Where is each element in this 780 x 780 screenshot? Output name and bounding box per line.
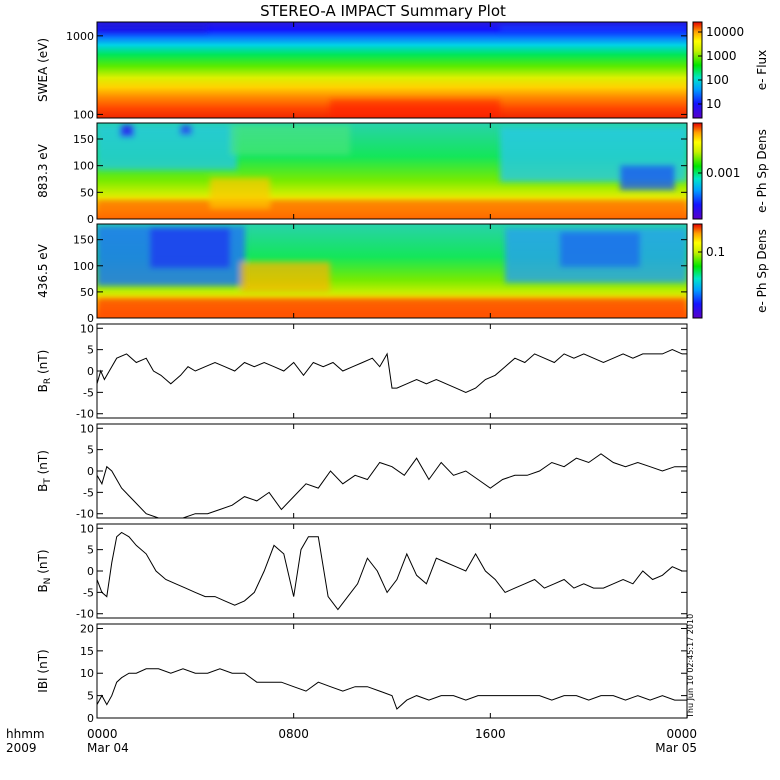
y-tick-label: 150 <box>73 234 94 247</box>
series-line-6 <box>96 668 687 710</box>
y-tick-label: -10 <box>76 608 94 621</box>
colorbars <box>692 21 703 319</box>
y-tick-label: 0 <box>87 213 94 226</box>
y-tick-label: 20 <box>80 622 94 635</box>
year-label: 2009 <box>6 741 37 755</box>
y-tick-label: 10 <box>80 667 94 680</box>
colorbar-label: e- Ph Sp Dens <box>755 229 769 313</box>
colorbar-tick-label: 0.001 <box>706 166 740 180</box>
panel-frame <box>96 523 688 619</box>
y-tick-label: -5 <box>83 586 94 599</box>
y-tick-label: 100 <box>73 160 94 173</box>
panel-frame <box>96 423 688 519</box>
y-axis-label: BN (nT) <box>36 549 53 592</box>
y-tick-label: 10 <box>80 522 94 535</box>
panel-frame <box>96 223 688 319</box>
y-tick-label: 50 <box>80 286 94 299</box>
y-tick-label: 0 <box>87 365 94 378</box>
series-line-5 <box>96 531 687 611</box>
panel-frame <box>96 21 688 119</box>
colorbar-436 <box>692 223 703 319</box>
time-tick-label: 0000 <box>87 727 118 741</box>
y-tick-label: -5 <box>83 486 94 499</box>
colorbar-tick-label: 10000 <box>706 25 744 39</box>
colorbar-label: e- Flux <box>755 50 769 90</box>
panel-0: 100 1000 SWEA (eV) 10 100 1000 10000 e- Flux <box>36 21 769 121</box>
y-tick-label: 100 <box>73 260 94 273</box>
panel-4: -10 -5 0 5 10 BT (nT) <box>36 422 688 521</box>
y-tick-label: 1000 <box>66 30 94 43</box>
colorbar-tick-label: 100 <box>706 73 729 87</box>
series-line-3 <box>96 349 687 393</box>
y-tick-label: 5 <box>87 544 94 557</box>
panel-frame <box>96 323 688 419</box>
timestamp-stamp: Thu Jun 10 02:45:17 2010 <box>686 614 695 719</box>
y-tick-label: 5 <box>87 344 94 357</box>
colorbar-883 <box>692 122 703 220</box>
panel-frame <box>96 623 688 719</box>
time-units-label: hhmm <box>6 727 45 741</box>
panel-6: 0 5 10 15 20 IBI (nT) <box>36 622 688 725</box>
y-axis-label: BT (nT) <box>36 450 53 492</box>
y-tick-label: 150 <box>73 133 94 146</box>
y-tick-label: 15 <box>80 645 94 658</box>
colorbar-tick-label: 10 <box>706 97 721 111</box>
y-tick-label: 0 <box>87 712 94 725</box>
plot-title: STEREO-A IMPACT Summary Plot <box>260 2 506 20</box>
y-axis-label: 436.5 eV <box>36 243 50 298</box>
y-tick-label: -10 <box>76 508 94 521</box>
colorbar-flux <box>692 21 703 119</box>
y-tick-label: 10 <box>80 322 94 335</box>
y-tick-label: 10 <box>80 422 94 435</box>
y-tick-label: -5 <box>83 386 94 399</box>
y-tick-label: 0 <box>87 565 94 578</box>
y-axis-label: IBI (nT) <box>36 649 50 692</box>
series-line-4 <box>96 453 687 519</box>
y-tick-label: 100 <box>73 108 94 121</box>
y-tick-label: 5 <box>87 690 94 703</box>
y-axis-label: BR (nT) <box>36 350 53 393</box>
colorbar-tick-label: 1000 <box>706 49 737 63</box>
swea-heatmap <box>97 22 687 118</box>
y-axis-label: SWEA (eV) <box>36 38 50 102</box>
colorbar-label: e- Ph Sp Dens <box>755 129 769 213</box>
panel-3: -10 -5 0 5 10 BR (nT) <box>36 322 688 421</box>
time-tick-label: 0800 <box>278 727 309 741</box>
y-axis-label: 883.3 eV <box>36 143 50 198</box>
time-tick-date: Mar 04 <box>87 741 129 755</box>
panel-2: 0 50 100 150 436.5 eV 0.1 e- Ph Sp Dens <box>36 223 769 325</box>
y-tick-label: 50 <box>80 186 94 199</box>
panel-5: -10 -5 0 5 10 BN (nT) <box>36 522 688 621</box>
y-tick-label: 0 <box>87 312 94 325</box>
colorbar-tick-label: 0.1 <box>706 245 725 259</box>
panel-1: 0 50 100 150 883.3 eV 0.001 e- Ph Sp Dens <box>36 122 769 226</box>
y-tick-label: -10 <box>76 408 94 421</box>
time-tick-label: 0000 <box>666 727 697 741</box>
panel-frame <box>96 122 688 220</box>
time-tick-label: 1600 <box>475 727 506 741</box>
y-tick-label: 0 <box>87 465 94 478</box>
pad-883-heatmap <box>97 123 687 219</box>
y-tick-label: 5 <box>87 444 94 457</box>
time-tick-date: Mar 05 <box>655 741 697 755</box>
pad-436-heatmap <box>97 224 687 318</box>
